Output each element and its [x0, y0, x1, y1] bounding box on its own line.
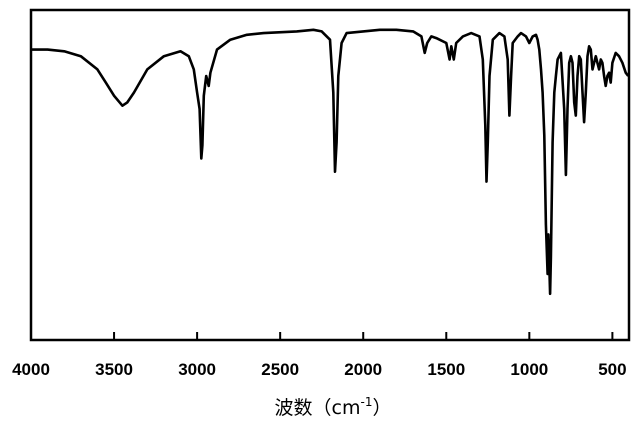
x-axis-title-main: 波数（cm [275, 397, 361, 419]
x-tick-label: 2000 [344, 360, 382, 379]
x-axis-title-superscript: -1 [360, 395, 372, 409]
spectrum-line [31, 28, 630, 296]
x-tick-label: 1500 [427, 360, 465, 379]
plot-frame [29, 8, 631, 342]
x-tick-label: 500 [598, 360, 626, 379]
x-axis-tick-labels: 4000 3500 3000 2500 2000 1500 1000 500 [12, 360, 626, 379]
x-tick-label: 3500 [95, 360, 133, 379]
x-tick-label: 1000 [510, 360, 548, 379]
x-axis-ticks [30, 332, 614, 340]
x-tick-label: 4000 [12, 360, 50, 379]
x-tick-label: 2500 [261, 360, 299, 379]
x-tick-label: 3000 [178, 360, 216, 379]
x-axis-title-close: ） [372, 397, 391, 419]
x-axis-title: 波数（cm-1） [275, 395, 392, 419]
